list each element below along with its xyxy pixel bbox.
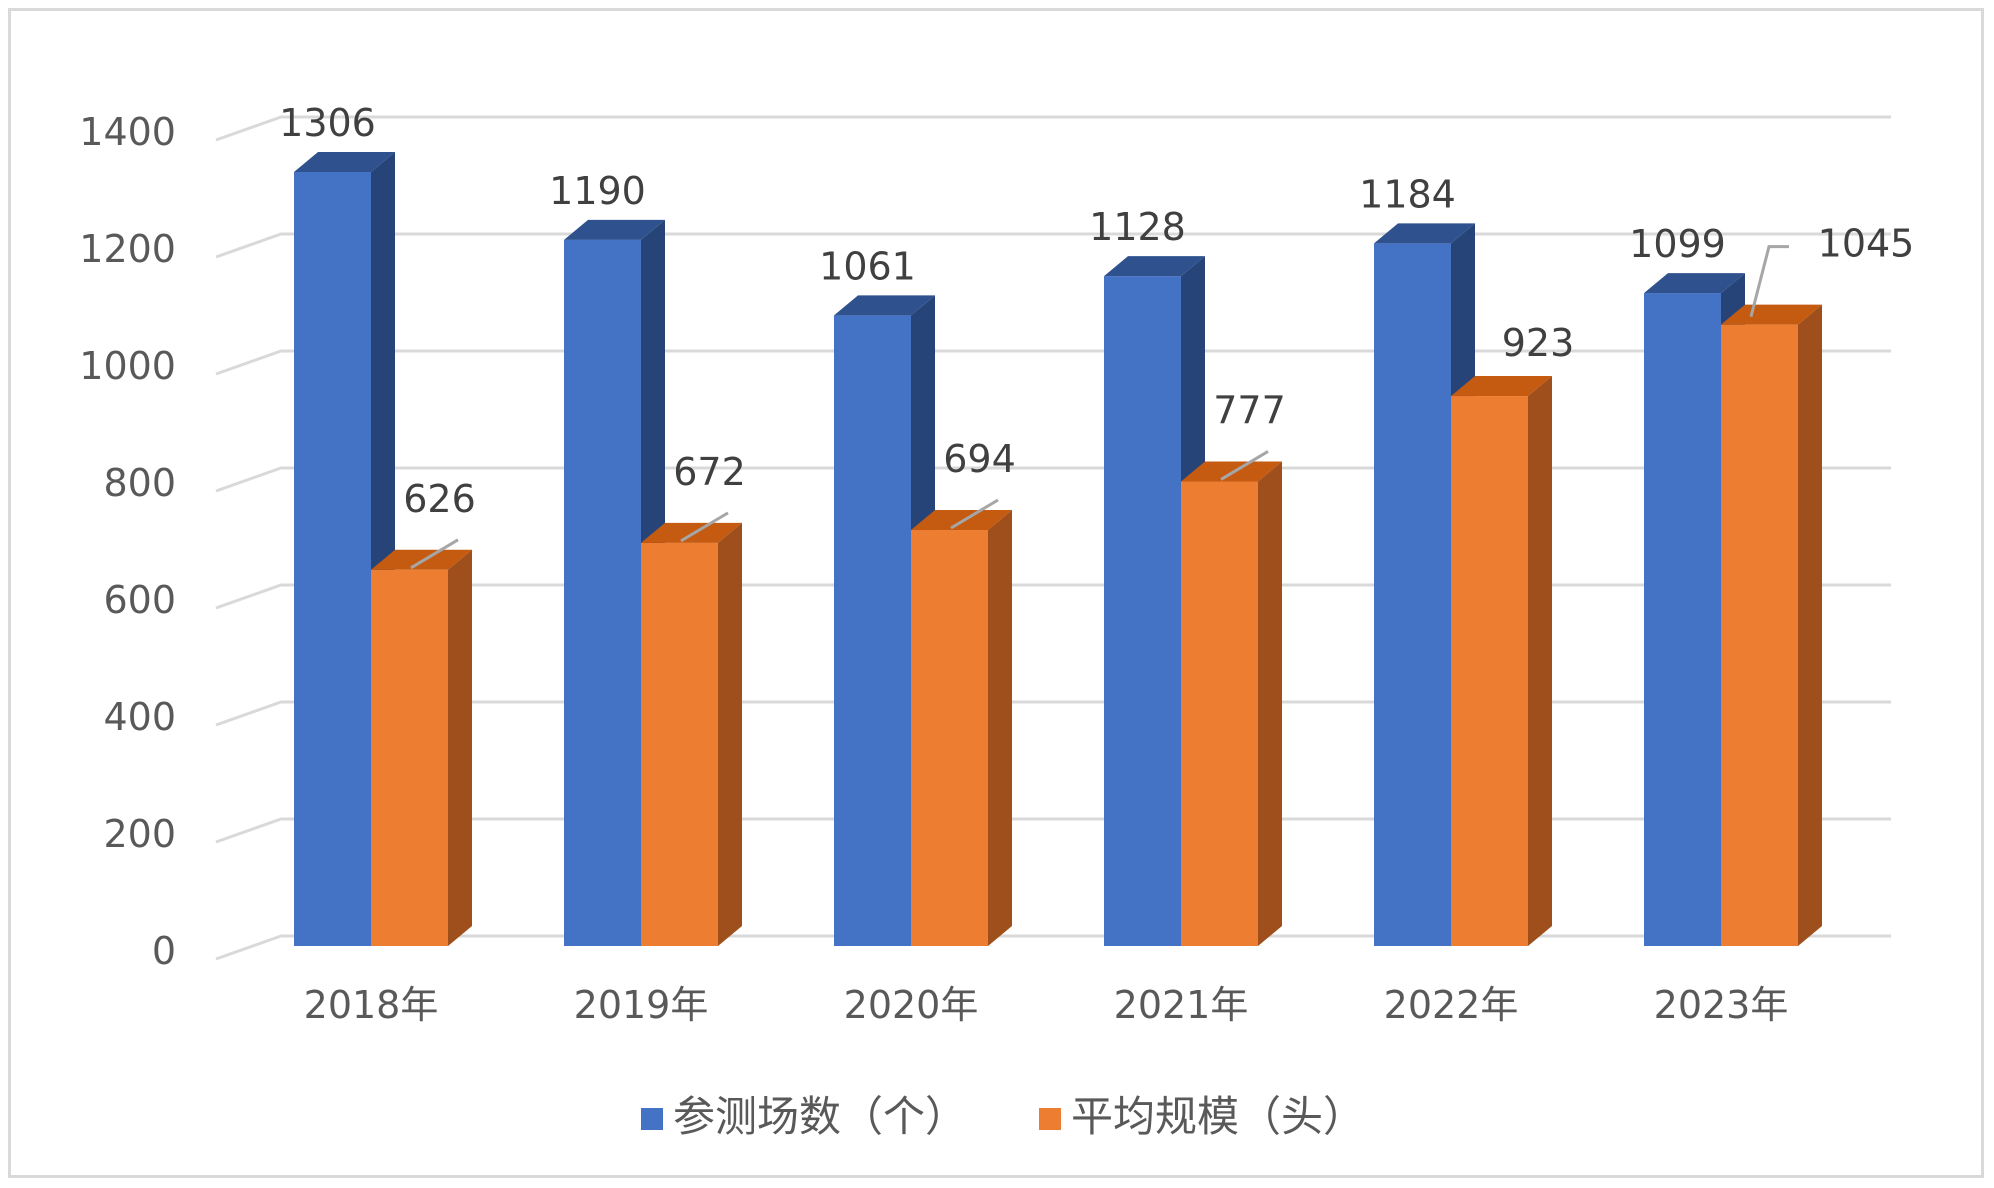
data-label: 1061 xyxy=(819,244,916,288)
data-label: 777 xyxy=(1213,388,1286,432)
bar-top xyxy=(1374,223,1475,244)
y-tick-label: 600 xyxy=(103,578,176,622)
bar-front xyxy=(1181,481,1258,946)
gridline xyxy=(215,115,1891,142)
legend-swatch xyxy=(641,1108,663,1130)
legend-label: 平均规模（头） xyxy=(1071,1092,1365,1141)
bar-top xyxy=(834,295,935,316)
grid-layer xyxy=(215,115,1891,961)
bar-side xyxy=(1528,376,1552,946)
bar-side xyxy=(448,549,472,946)
data-label: 626 xyxy=(403,477,476,521)
y-tick-label: 800 xyxy=(103,461,176,505)
y-axis: 0 200 400 600 800 1000 1200 1400 xyxy=(79,110,176,973)
bar-front xyxy=(641,542,718,946)
legend-swatch xyxy=(1039,1108,1061,1130)
x-tick-label: 2023年 xyxy=(1654,983,1789,1027)
gridline xyxy=(215,349,1891,376)
data-label: 1190 xyxy=(549,169,646,213)
bar-side xyxy=(1798,304,1822,946)
legend-label: 参测场数（个） xyxy=(673,1092,967,1141)
bar-side xyxy=(718,522,742,946)
chart-frame: 0 200 400 600 800 1000 1200 1400 1306 626 1190 672… xyxy=(8,8,1984,1178)
data-label: 1184 xyxy=(1359,172,1456,216)
data-label: 1128 xyxy=(1089,205,1186,249)
y-tick-label: 1200 xyxy=(79,227,176,271)
bar-front xyxy=(294,171,371,947)
bar-front xyxy=(1104,276,1181,946)
gridline xyxy=(215,466,1891,493)
bar-top xyxy=(1104,256,1205,277)
x-tick-label: 2020年 xyxy=(844,983,979,1027)
x-tick-label: 2021年 xyxy=(1114,983,1249,1027)
bar-top xyxy=(1451,376,1552,397)
data-label: 1306 xyxy=(279,101,376,145)
bar-front xyxy=(1644,293,1721,947)
bar-top xyxy=(1721,304,1822,325)
x-tick-label: 2022年 xyxy=(1384,983,1519,1027)
gridline xyxy=(215,817,1891,844)
bar-front xyxy=(564,239,641,947)
bars-layer xyxy=(294,151,1822,947)
chart-svg: 0 200 400 600 800 1000 1200 1400 1306 626 1190 672… xyxy=(79,101,1915,1141)
gridline xyxy=(215,934,1891,961)
x-axis: 2018年 2019年 2020年 2021年 2022年 2023年 xyxy=(304,983,1789,1027)
bar-front xyxy=(911,530,988,946)
leader-line xyxy=(1220,450,1269,481)
y-tick-label: 0 xyxy=(152,929,176,973)
y-tick-label: 400 xyxy=(103,695,176,739)
bar-front xyxy=(834,315,911,946)
leader-line xyxy=(410,538,459,570)
data-label: 694 xyxy=(943,437,1016,481)
y-tick-label: 1000 xyxy=(79,344,176,388)
leader-line xyxy=(950,498,999,530)
leader-line xyxy=(1749,245,1789,318)
gridline xyxy=(215,700,1891,727)
bar-side xyxy=(988,510,1012,946)
data-labels: 1306 626 1190 672 1061 694 1128 777 1184 923 1099 1… xyxy=(279,101,1915,570)
x-tick-label: 2019年 xyxy=(574,983,709,1027)
legend: 参测场数（个） 平均规模（头） xyxy=(641,1092,1365,1141)
bar-top xyxy=(294,151,395,172)
bar-side xyxy=(1258,461,1282,946)
y-tick-label: 1400 xyxy=(79,110,176,154)
data-label: 923 xyxy=(1502,321,1575,365)
bar-front xyxy=(1374,243,1451,947)
bar-top xyxy=(1644,273,1745,294)
bar-front xyxy=(1451,396,1528,946)
gridline xyxy=(215,583,1891,610)
data-label: 672 xyxy=(673,450,746,494)
bar-front xyxy=(371,569,448,946)
bar-top xyxy=(564,219,665,240)
gridline xyxy=(215,232,1891,259)
data-label: 1045 xyxy=(1818,222,1915,266)
bar-front xyxy=(1721,324,1798,946)
y-tick-label: 200 xyxy=(103,812,176,856)
data-label: 1099 xyxy=(1629,222,1726,266)
leader-line xyxy=(680,511,729,543)
x-tick-label: 2018年 xyxy=(304,983,439,1027)
